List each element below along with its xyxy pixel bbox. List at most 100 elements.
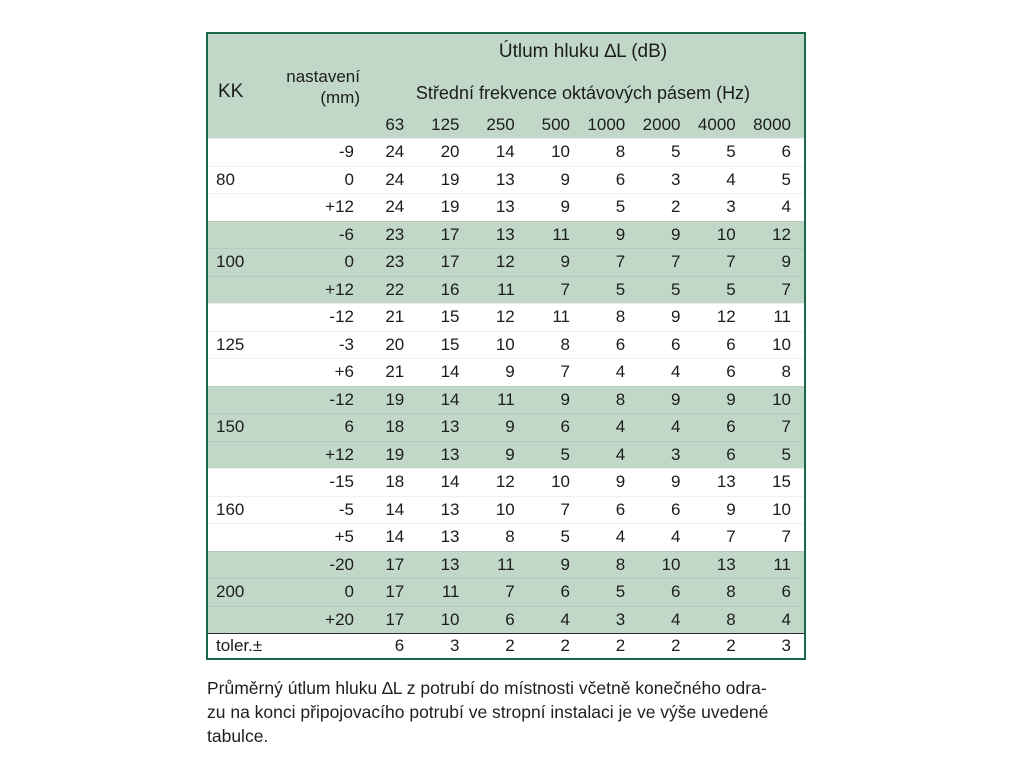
table-row: 125 -3 20 15 10 8 6 6 6 10 [208, 331, 804, 359]
value-cell: 24 [385, 142, 405, 161]
value-cell: 9 [505, 362, 515, 381]
kk-cell [208, 606, 266, 634]
value-cell: 10 [661, 554, 681, 574]
frequency-header-cell: 500 [541, 115, 570, 134]
nastaveni-cell: +5 [334, 527, 354, 546]
tolerance-label: toler.± [216, 636, 263, 655]
nastaveni-cell: 6 [344, 417, 354, 436]
value-cell: 13 [495, 197, 515, 216]
value-cell: 8 [560, 334, 570, 354]
value-cell: 24 [385, 197, 405, 216]
value-cell: 10 [551, 472, 570, 491]
tolerance-value-cell: 6 [394, 636, 405, 655]
value-cell: 20 [440, 142, 460, 161]
value-cell: 7 [505, 582, 515, 601]
kk-cell [208, 276, 266, 304]
value-cell: 4 [615, 444, 626, 464]
value-cell: 13 [495, 169, 515, 189]
value-cell: 10 [716, 224, 736, 244]
frequency-header-cell: 1000 [587, 115, 626, 134]
table-header: Útlum hluku ∆L (dB) KK nastavení (mm) St… [208, 34, 804, 138]
value-cell: 11 [497, 279, 515, 299]
value-cell: 7 [560, 279, 570, 299]
value-cell: 5 [671, 279, 681, 299]
tolerance-value-cell: 2 [505, 636, 515, 655]
value-cell: 14 [440, 362, 460, 381]
tolerance-value-cell: 2 [615, 636, 626, 655]
frequency-header-cell: 4000 [697, 115, 736, 134]
value-cell: 12 [716, 307, 736, 326]
value-cell: 4 [726, 169, 736, 189]
table-row: +5 14 13 8 5 4 4 7 7 [208, 523, 804, 551]
kk-cell [208, 523, 266, 551]
caption-line: Průměrný útlum hluku ∆L z potrubí do mís… [207, 678, 767, 698]
value-cell: 6 [781, 582, 791, 601]
nastaveni-cell: -9 [338, 142, 354, 161]
kk-cell [208, 386, 266, 414]
value-cell: 6 [615, 334, 626, 354]
value-cell: 5 [671, 142, 681, 161]
frequency-header-cell: 8000 [753, 115, 791, 134]
nastaveni-cell: +12 [325, 197, 354, 216]
value-cell: 3 [726, 197, 736, 216]
value-cell: 11 [552, 307, 570, 326]
value-cell: 10 [495, 334, 515, 354]
nastaveni-cell: +12 [325, 279, 354, 299]
value-cell: 19 [440, 197, 460, 216]
value-cell: 10 [440, 609, 460, 629]
value-cell: 11 [773, 554, 791, 574]
value-cell: 10 [772, 499, 791, 519]
value-cell: 6 [505, 609, 515, 629]
value-cell: 9 [671, 472, 681, 491]
table-row: -15 18 14 12 10 9 9 13 15 [208, 468, 804, 496]
value-cell: 19 [385, 389, 405, 409]
nastaveni-label-line1: nastavení [286, 67, 360, 86]
value-cell: 7 [726, 527, 736, 546]
value-cell: 9 [560, 389, 570, 409]
tolerance-value-cell: 3 [781, 636, 791, 655]
kk-cell: 80 [216, 169, 235, 189]
value-cell: 8 [615, 142, 626, 161]
table-row: -9 24 20 14 10 8 5 5 6 [208, 138, 804, 166]
value-cell: 14 [495, 142, 515, 161]
value-cell: 10 [772, 389, 791, 409]
value-cell: 23 [385, 224, 405, 244]
caption-line: zu na konci připojovacího potrubí ve str… [207, 702, 769, 722]
nastaveni-cell: -5 [338, 499, 354, 519]
value-cell: 13 [440, 554, 460, 574]
value-cell: 9 [726, 499, 736, 519]
value-cell: 4 [560, 609, 570, 629]
value-cell: 9 [560, 554, 570, 574]
kk-cell [208, 193, 266, 221]
table-row: 80 0 24 19 13 9 6 3 4 5 [208, 166, 804, 194]
value-cell: 9 [560, 252, 570, 271]
table-row: -12 19 14 11 9 8 9 9 10 [208, 385, 804, 414]
value-cell: 6 [726, 362, 736, 381]
value-cell: 6 [671, 499, 681, 519]
value-cell: 10 [495, 499, 515, 519]
value-cell: 6 [615, 169, 626, 189]
value-cell: 4 [615, 527, 626, 546]
nastaveni-cell: 0 [344, 169, 354, 189]
frequency-caption: Střední frekvence oktávových pásem (Hz) [415, 83, 751, 103]
value-cell: 6 [615, 499, 626, 519]
nastaveni-cell: -6 [338, 224, 354, 244]
value-cell: 9 [726, 389, 736, 409]
value-cell: 9 [615, 472, 626, 491]
kk-cell [208, 468, 266, 496]
value-cell: 12 [495, 307, 515, 326]
nastaveni-cell: 0 [344, 252, 354, 271]
value-cell: 9 [671, 389, 681, 409]
nastaveni-cell: +20 [325, 609, 354, 629]
value-cell: 6 [726, 334, 736, 354]
nastaveni-cell: -15 [329, 472, 354, 491]
value-cell: 11 [497, 389, 515, 409]
value-cell: 15 [772, 472, 791, 491]
frequency-header-cell: 2000 [642, 115, 681, 134]
table-row: 100 0 23 17 12 9 7 7 7 9 [208, 248, 804, 276]
value-cell: 5 [726, 142, 736, 161]
frequency-header-cell: 63 [385, 115, 405, 134]
value-cell: 13 [440, 444, 460, 464]
table-row: -20 17 13 11 9 8 10 13 11 [208, 550, 804, 578]
value-cell: 11 [497, 554, 515, 574]
